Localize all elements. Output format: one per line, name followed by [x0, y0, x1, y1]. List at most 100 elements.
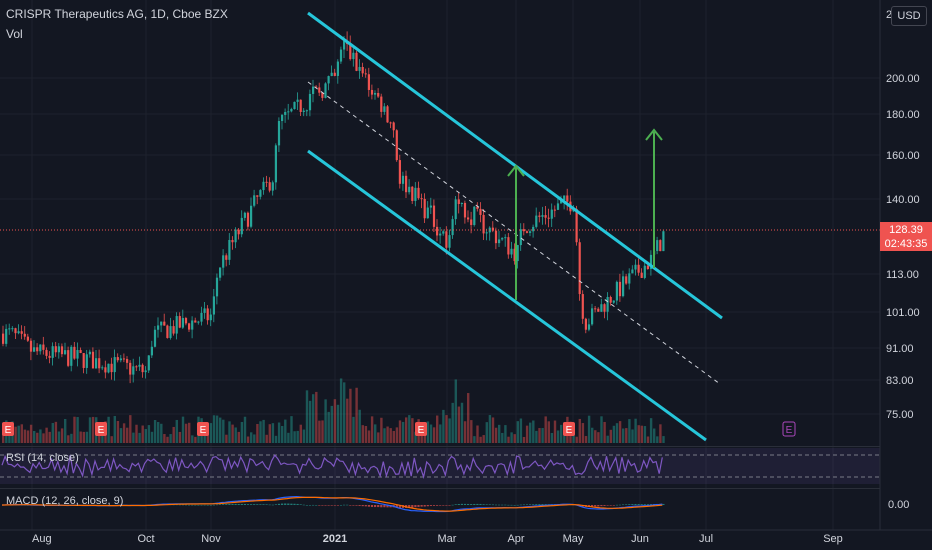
chart-title[interactable]: CRISPR Therapeutics AG, 1D, Cboe BZX	[6, 7, 228, 21]
volume-bar	[398, 420, 402, 443]
currency-button[interactable]: USD	[891, 6, 927, 26]
price-axis-labels: 200.00 180.00 160.00 140.00 113.00 101.00 91.0…	[886, 73, 920, 421]
earnings-marker[interactable]	[197, 422, 209, 436]
macd-label[interactable]: MACD (12, 26, close, 9)	[6, 495, 124, 507]
macd-histogram-bar	[643, 504, 646, 505]
candle-body	[491, 227, 494, 231]
macd-histogram-bar	[544, 504, 547, 505]
candle-body	[79, 349, 82, 354]
earnings-marker[interactable]	[2, 422, 14, 436]
earnings-marker[interactable]	[415, 422, 427, 436]
candle-body	[349, 44, 352, 60]
candle-body	[352, 52, 355, 60]
candle-body	[541, 215, 544, 217]
candle-body	[228, 240, 231, 260]
candle-body	[172, 326, 175, 334]
candle-body	[405, 175, 408, 193]
volume-bar	[184, 423, 188, 443]
macd-histogram-bar	[532, 504, 535, 505]
candle-body	[5, 328, 8, 344]
price-label: 113.00	[886, 269, 919, 281]
volume-bar	[547, 421, 550, 443]
volume-bar	[45, 427, 48, 443]
candle-body	[293, 101, 296, 110]
volume-label[interactable]: Vol	[6, 27, 23, 41]
candle-body	[116, 357, 119, 361]
channel-mid-line[interactable]	[307, 81, 721, 385]
rsi-line[interactable]	[1, 454, 663, 480]
volume-bar	[153, 419, 157, 443]
volume-bar	[395, 427, 399, 443]
volume-bar	[51, 423, 54, 443]
macd-histogram-bar	[600, 505, 603, 507]
candle-body	[169, 326, 172, 338]
volume-bar	[343, 382, 346, 443]
candle-body	[36, 347, 39, 352]
candle-body	[107, 363, 110, 373]
volume-bar	[364, 426, 368, 443]
candle-body	[640, 272, 643, 278]
candle-body	[33, 347, 36, 352]
macd-histogram-bar	[200, 504, 203, 506]
candle-body	[463, 202, 467, 218]
candle-body	[318, 87, 321, 93]
candle-body	[622, 276, 625, 297]
candle-body	[26, 336, 29, 341]
volume-bar	[228, 421, 231, 443]
price-label: 180.00	[886, 109, 920, 121]
volume-bar	[594, 430, 597, 443]
macd-histogram-bar	[181, 504, 184, 506]
macd-histogram-bar	[225, 504, 228, 505]
volume-bar	[370, 416, 374, 443]
macd-histogram-bar	[380, 505, 383, 508]
candle-body	[222, 255, 225, 268]
channel-lower-line[interactable]	[307, 149, 707, 442]
macd-histogram-bar	[194, 504, 197, 506]
candles	[2, 31, 665, 384]
volume-bar	[488, 415, 492, 443]
volume-bar	[299, 424, 302, 443]
macd-histogram-bar	[479, 503, 482, 505]
candle-body	[327, 76, 330, 84]
volume-bar	[265, 434, 268, 443]
candle-body	[23, 333, 26, 337]
earnings-marker[interactable]	[95, 422, 107, 436]
macd-histogram-bar	[615, 504, 618, 506]
candle-body	[498, 239, 501, 244]
volume-bar	[411, 418, 414, 443]
candle-body	[618, 281, 622, 297]
macd-histogram-bar	[454, 504, 457, 505]
macd-histogram-bar	[448, 505, 451, 506]
candle-body	[85, 354, 88, 368]
macd-histogram-bar	[426, 505, 429, 507]
time-label: May	[563, 533, 584, 545]
macd-signal-line[interactable]	[2, 496, 663, 512]
rsi-label[interactable]: RSI (14, close)	[6, 452, 79, 464]
volume-bar	[240, 421, 244, 443]
candle-body	[225, 255, 228, 260]
candle-body	[287, 111, 290, 113]
earnings-marker[interactable]	[782, 421, 796, 437]
candle-body	[308, 93, 312, 111]
earnings-marker[interactable]	[563, 422, 575, 436]
candle-body	[296, 99, 299, 102]
candle-body	[312, 86, 315, 94]
candle-body	[215, 277, 219, 297]
volume-bar	[355, 387, 358, 443]
volume-bar	[432, 427, 436, 443]
macd-histogram-bar	[293, 503, 296, 505]
price-axis[interactable]	[880, 0, 932, 550]
candle-body	[547, 217, 550, 219]
candle-body	[457, 199, 460, 205]
candle-body	[191, 320, 194, 330]
candle-body	[448, 235, 451, 248]
volume-bar	[550, 432, 554, 443]
candle-body	[606, 296, 609, 312]
macd-histogram-bar	[637, 504, 640, 505]
volume-bar	[231, 424, 234, 443]
macd-histogram-bar	[367, 505, 370, 507]
candle-body	[597, 308, 600, 312]
macd-histogram-bar	[191, 504, 194, 506]
candle-body	[141, 364, 144, 373]
candle-body	[212, 296, 215, 315]
